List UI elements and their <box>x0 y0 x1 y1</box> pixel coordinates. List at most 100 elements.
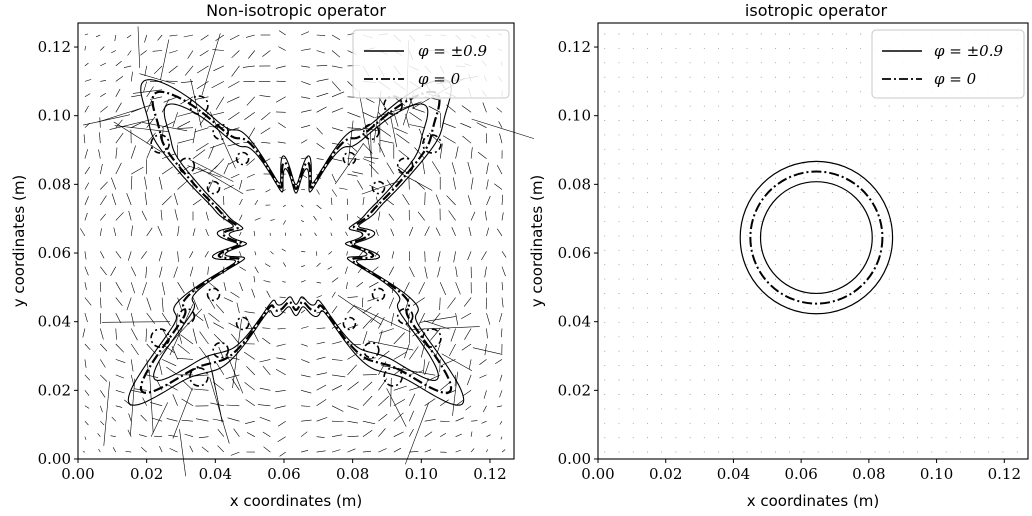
quiver-arrow <box>279 157 286 159</box>
quiver-arrow <box>283 220 286 225</box>
quiver-dot <box>661 293 663 294</box>
quiver-dot <box>746 264 748 266</box>
contour-branch <box>362 123 380 141</box>
quiver-dot <box>774 192 776 194</box>
quiver-dot <box>974 163 975 165</box>
quiver-arrow <box>412 297 425 306</box>
quiver-dot <box>703 350 705 352</box>
quiver-arrow <box>331 277 339 283</box>
quiver-arrow <box>192 149 206 159</box>
quiver-dot <box>746 365 748 367</box>
quiver-dot <box>732 134 734 136</box>
quiver-dot <box>646 33 648 35</box>
quiver-arrow <box>84 149 88 159</box>
quiver-arrow <box>283 262 286 267</box>
quiver-arrow <box>179 429 186 477</box>
quiver-arrow <box>245 420 255 424</box>
quiver-dot <box>618 163 620 165</box>
quiver-arrow <box>482 102 487 113</box>
quiver-arrow <box>501 194 504 206</box>
quiver-dot <box>846 192 847 194</box>
quiver-dot <box>945 408 947 410</box>
x-tick-label: 0.06 <box>784 465 817 483</box>
quiver-dot <box>689 33 691 35</box>
contour-branch <box>178 307 196 325</box>
quiver-dot <box>646 437 648 439</box>
quiver-arrow <box>496 107 503 113</box>
quiver-dot <box>732 264 734 266</box>
quiver-dot <box>632 336 634 338</box>
quiver-dot <box>604 422 606 424</box>
quiver-dot <box>774 379 776 381</box>
quiver-dot <box>931 321 933 323</box>
quiver-arrow <box>177 343 190 354</box>
quiver-dot <box>746 394 748 395</box>
quiver-dot <box>661 379 663 381</box>
quiver-dot <box>874 120 876 121</box>
quiver-arrow <box>390 313 395 326</box>
quiver-arrow <box>362 196 365 206</box>
quiver-dot <box>718 264 719 266</box>
quiver-dot <box>632 62 634 64</box>
quiver-arrow <box>115 405 123 408</box>
quiver-dot <box>646 62 648 64</box>
quiver-dot <box>974 148 975 150</box>
quiver-arrow <box>417 211 425 221</box>
quiver-dot <box>988 350 990 352</box>
quiver-dot <box>661 177 663 179</box>
quiver-dot <box>888 379 890 381</box>
quiver-arrow <box>223 184 234 190</box>
quiver-arrow <box>100 92 106 98</box>
quiver-dot <box>945 134 947 136</box>
quiver-dot <box>959 177 961 179</box>
quiver-arrow <box>84 79 92 82</box>
quiver-dot <box>1002 437 1004 439</box>
quiver-arrow <box>393 447 402 453</box>
quiver-dot <box>746 33 748 35</box>
quiver-dot <box>817 220 819 222</box>
quiver-arrow <box>100 106 108 113</box>
quiver-dot <box>831 336 833 338</box>
quiver-dot <box>917 394 919 395</box>
quiver-dot <box>831 264 833 266</box>
quiver-dot <box>661 451 663 453</box>
quiver-arrow <box>115 328 117 340</box>
quiver-dot <box>646 451 648 453</box>
quiver-dot <box>988 408 990 410</box>
quiver-arrow <box>439 143 443 159</box>
quiver-dot <box>732 192 734 194</box>
quiver-dot <box>760 62 762 64</box>
quiver-arrow <box>396 133 410 144</box>
quiver-dot <box>959 278 961 280</box>
quiver-dot <box>703 249 705 251</box>
quiver-arrow <box>227 142 240 147</box>
quiver-dot <box>689 163 691 165</box>
quiver-dot <box>846 408 847 410</box>
quiver-arrow <box>128 251 132 261</box>
quiver-arrow <box>424 226 430 237</box>
quiver-arrow <box>316 34 326 36</box>
quiver-arrow <box>393 398 406 407</box>
quiver-arrow <box>455 449 461 453</box>
quiver-dot <box>689 408 691 410</box>
quiver-dot <box>860 192 862 194</box>
quiver-arrow <box>153 65 163 75</box>
quiver-dot <box>661 249 663 251</box>
quiver-dot <box>888 307 890 309</box>
quiver-dot <box>604 235 606 237</box>
quiver-dot <box>1016 177 1018 179</box>
quiver-dot <box>1002 321 1004 323</box>
quiver-dot <box>789 148 791 150</box>
quiver-dot <box>675 451 677 453</box>
quiver-dot <box>746 220 748 222</box>
quiver-arrow <box>150 402 168 437</box>
quiver-dot <box>931 437 933 439</box>
quiver-arrow <box>316 295 322 298</box>
quiver-dot <box>746 163 748 165</box>
quiver-arrow <box>114 125 169 132</box>
quiver-arrow <box>115 76 124 82</box>
legend-label: φ = 0 <box>934 70 977 88</box>
quiver-arrow <box>367 340 414 351</box>
quiver-dot <box>689 148 691 150</box>
